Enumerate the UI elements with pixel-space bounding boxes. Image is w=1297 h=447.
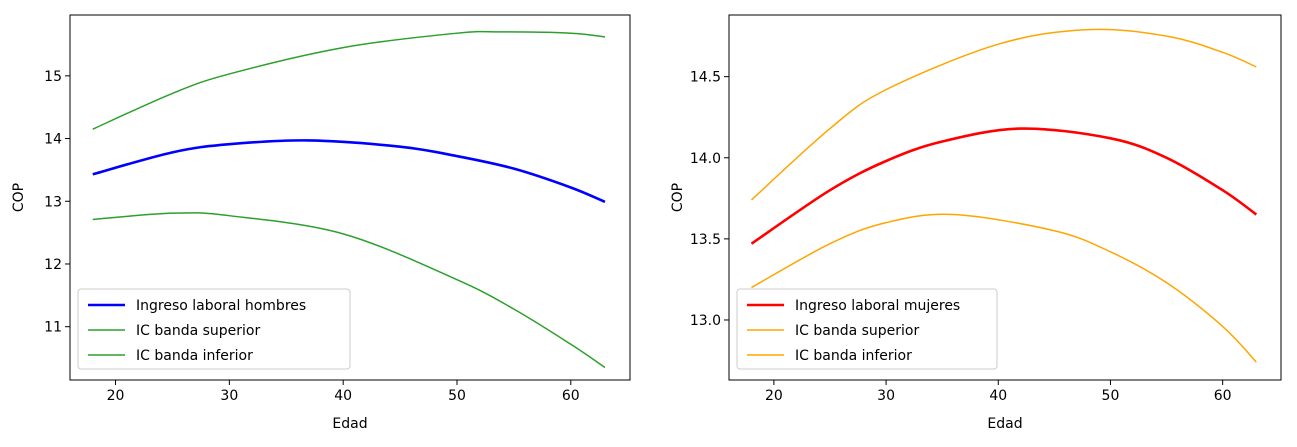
series-line-2: [750, 28, 1257, 201]
y-tick-label: 14.0: [690, 151, 721, 167]
x-axis-label: Edad: [332, 416, 367, 432]
y-tick-label: 15: [44, 69, 62, 85]
subplot-2: 20 30 40 50 60 13.0 13.5 14.0 14.5 Edad COP Ingreso…: [670, 14, 1282, 432]
y-tick-label: 12: [44, 257, 62, 273]
x-tick-label: 60: [562, 388, 580, 404]
series-line-1: [92, 139, 606, 204]
legend: Ingreso laboral mujeres IC banda superior…: [736, 288, 998, 370]
y-tick-label: 14: [44, 132, 62, 148]
x-tick-label: 40: [989, 388, 1007, 404]
y-tick-label: 11: [44, 320, 62, 336]
x-tick-label: 20: [765, 388, 783, 404]
legend-box: [736, 288, 998, 370]
legend: Ingreso laboral hombres IC banda superior…: [77, 288, 351, 370]
series-line-2: [92, 30, 606, 130]
y-tick-label: 13: [44, 194, 62, 210]
legend-label: IC banda superior: [136, 323, 260, 339]
x-tick-label: 40: [334, 388, 352, 404]
series-line-3: [92, 212, 606, 369]
x-tick-label: 60: [1214, 388, 1232, 404]
x-tick-label: 50: [448, 388, 466, 404]
legend-label: Ingreso laboral mujeres: [795, 298, 960, 314]
y-tick-label: 13.0: [690, 313, 721, 329]
axes-frame: [69, 14, 631, 381]
legend-label: IC banda superior: [795, 323, 919, 339]
x-tick-label: 30: [220, 388, 238, 404]
legend-label: IC banda inferior: [795, 348, 912, 364]
series-line-3: [751, 213, 1257, 363]
x-axis-label: Edad: [987, 416, 1022, 432]
legend-box: [77, 288, 351, 370]
y-tick-label: 13.5: [690, 232, 721, 248]
legend-label: IC banda inferior: [136, 348, 253, 364]
x-tick-label: 30: [877, 388, 895, 404]
x-tick-label: 20: [107, 388, 125, 404]
x-tick-label: 50: [1102, 388, 1120, 404]
legend-label: Ingreso laboral hombres: [136, 298, 306, 314]
axes-frame: [728, 14, 1282, 381]
y-axis-label: COP: [670, 183, 686, 212]
series-line-1: [750, 127, 1258, 245]
subplot-1: 20 30 40 50 60 11 12 13 14 15 Edad COP Ingreso labor…: [11, 14, 631, 432]
y-tick-label: 14.5: [690, 70, 721, 86]
y-axis-label: COP: [11, 183, 27, 212]
